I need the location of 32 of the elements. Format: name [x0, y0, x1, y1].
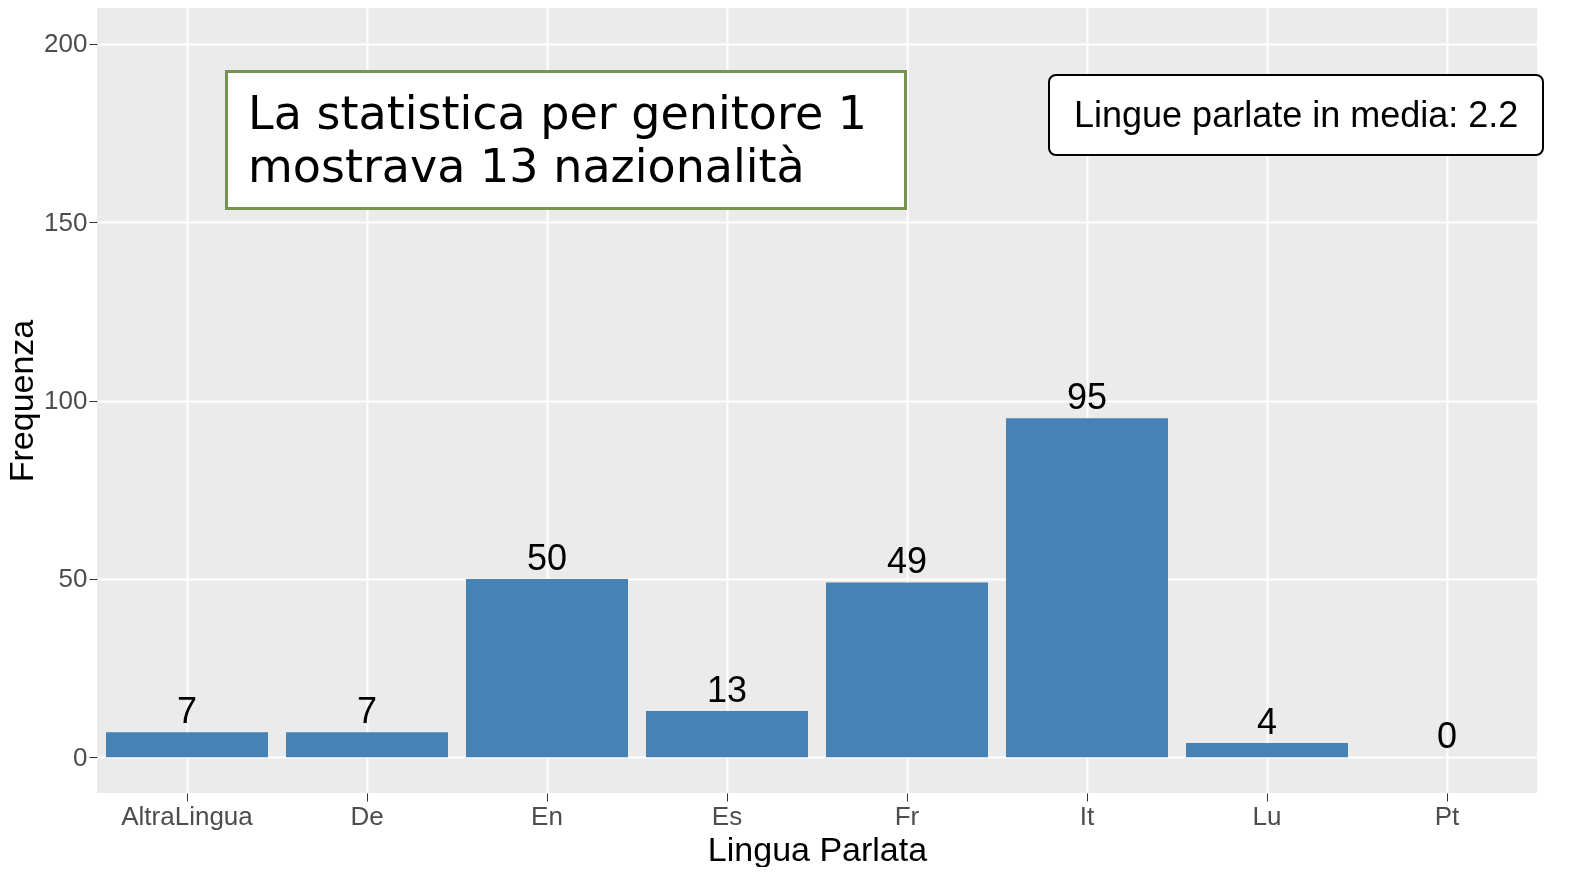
bar [646, 710, 808, 758]
data-label: 0 [1436, 715, 1458, 757]
x-tick-label: En [531, 800, 563, 831]
x-tick-label: Pt [1434, 800, 1461, 831]
bar [286, 732, 448, 758]
bar [826, 582, 988, 758]
y-tick-label: 150 [44, 206, 88, 237]
data-label: 49 [886, 540, 928, 582]
x-tick-label: Es [711, 800, 743, 831]
bar [1186, 743, 1348, 758]
y-axis-title: Frequenza [2, 319, 41, 483]
data-label: 7 [176, 690, 198, 732]
x-tick-label: De [350, 800, 384, 831]
x-tick-label: It [1079, 800, 1095, 831]
data-label: 50 [526, 536, 568, 578]
y-tick-label: 50 [58, 563, 88, 594]
bar [1006, 418, 1168, 758]
bar [106, 732, 268, 758]
y-tick-label: 100 [44, 385, 88, 415]
bar [466, 578, 628, 758]
data-label: 95 [1066, 376, 1108, 418]
x-tick-label: Fr [894, 800, 920, 831]
x-axis-title: Lingua Parlata [707, 829, 928, 868]
x-tick-label: Lu [1252, 800, 1282, 831]
data-label: 7 [356, 690, 378, 732]
data-label: 13 [706, 668, 748, 710]
x-tick-label: AltraLingua [121, 800, 254, 831]
annotation: Lingue parlate in media: 2.2 [1048, 74, 1545, 156]
data-label: 4 [1256, 701, 1278, 743]
y-tick-label: 200 [44, 28, 88, 59]
y-tick-label: 0 [73, 741, 88, 772]
annotation: La statistica per genitore 1 mostrava 13 nazionalità [225, 70, 907, 210]
